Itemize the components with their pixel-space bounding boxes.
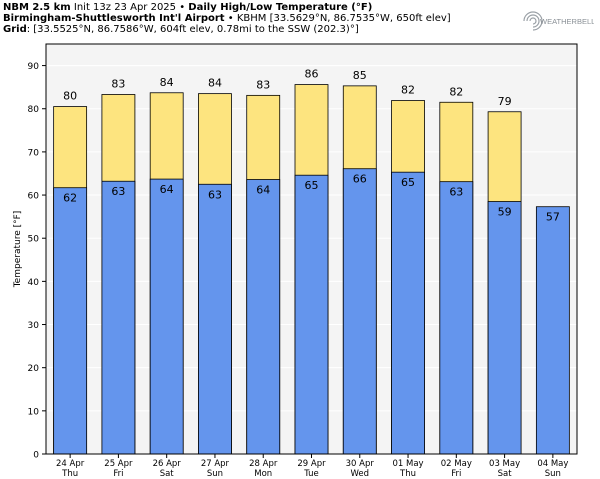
low-bar <box>198 183 232 455</box>
y-tick-label: 60 <box>28 192 40 202</box>
x-tick-label-date: 03 May <box>489 459 520 469</box>
x-tick-label-date: 24 Apr <box>56 459 85 469</box>
x-tick-label-date: 26 Apr <box>153 459 182 469</box>
x-tick-label-date: 25 Apr <box>104 459 133 469</box>
x-tick-label-day: Sun <box>207 469 223 479</box>
x-tick-label-date: 29 Apr <box>297 459 326 469</box>
logo-text: WEATHERBELL <box>540 17 594 26</box>
y-tick-label: 10 <box>28 407 40 417</box>
low-value-label: 63 <box>208 188 222 201</box>
low-value-label: 64 <box>256 184 270 197</box>
header-line-grid: Grid: [33.5525°N, 86.7586°W, 604ft elev,… <box>3 24 359 35</box>
high-value-label: 84 <box>208 77 222 90</box>
x-tick-label-date: 27 Apr <box>201 459 230 469</box>
low-bar <box>246 179 281 455</box>
x-tick-label-day: Wed <box>350 469 369 479</box>
x-tick-label-day: Fri <box>451 469 461 479</box>
header-line-model: NBM 2.5 km Init 13z 23 Apr 2025 • Daily … <box>3 2 373 13</box>
low-value-label: 63 <box>449 186 463 199</box>
plot-frame <box>45 43 578 455</box>
x-tick-label-day: Tue <box>303 469 319 479</box>
header-line-station: Birmingham-Shuttlesworth Int'l Airport •… <box>3 13 451 24</box>
y-tick-label: 20 <box>28 364 40 374</box>
x-tick-label-day: Mon <box>254 469 272 479</box>
x-tick-label-day: Fri <box>113 469 123 479</box>
x-tick-label-date: 28 Apr <box>249 459 278 469</box>
weatherbell-logo: WEATHERBELL <box>523 11 594 31</box>
low-value-label: 65 <box>305 179 319 192</box>
low-bar <box>53 187 88 455</box>
y-tick-label: 0 <box>33 451 39 461</box>
y-tick-label: 80 <box>28 105 40 115</box>
high-value-label: 83 <box>111 77 125 90</box>
x-tick-label-day: Thu <box>61 469 78 479</box>
x-tick-label-date: 01 May <box>392 459 423 469</box>
low-value-label: 59 <box>498 206 512 219</box>
y-axis-label: Temperature [°F] <box>13 211 23 289</box>
low-bar <box>535 206 570 455</box>
low-value-label: 63 <box>111 185 125 198</box>
high-value-label: 80 <box>63 90 77 103</box>
x-tick-label-day: Sat <box>498 469 513 479</box>
low-bar <box>149 178 184 455</box>
y-tick-label: 40 <box>28 278 40 288</box>
low-bar <box>342 168 377 455</box>
high-value-label: 84 <box>160 76 174 89</box>
low-value-label: 62 <box>63 192 77 205</box>
low-value-label: 64 <box>160 183 174 196</box>
y-tick-label: 90 <box>28 62 40 72</box>
low-value-label: 57 <box>546 211 560 224</box>
low-value-label: 65 <box>401 176 415 189</box>
high-value-label: 85 <box>353 69 367 82</box>
low-bar <box>439 181 474 455</box>
x-tick-label-date: 30 Apr <box>346 459 375 469</box>
low-bar <box>391 171 425 455</box>
plot-area: 0 10 20 30 40 50 60 70 80 90 Temperature [°F] 80 62 2… <box>13 43 578 479</box>
low-bar <box>294 174 329 455</box>
x-tick-label-date: 04 May <box>537 459 568 469</box>
high-value-label: 82 <box>401 84 415 97</box>
low-bar <box>487 201 522 455</box>
x-tick-label-day: Sun <box>545 469 561 479</box>
y-tick-label: 70 <box>28 148 40 158</box>
low-value-label: 66 <box>353 173 367 186</box>
high-value-label: 79 <box>498 95 512 108</box>
low-bar <box>101 180 136 455</box>
x-tick-label-date: 02 May <box>441 459 472 469</box>
high-value-label: 86 <box>305 68 319 81</box>
y-tick-label: 50 <box>28 235 40 245</box>
x-tick-label-day: Sat <box>160 469 175 479</box>
y-tick-label: 30 <box>28 321 40 331</box>
x-tick-label-day: Thu <box>399 469 416 479</box>
high-value-label: 83 <box>256 78 270 91</box>
high-value-label: 82 <box>449 85 463 98</box>
